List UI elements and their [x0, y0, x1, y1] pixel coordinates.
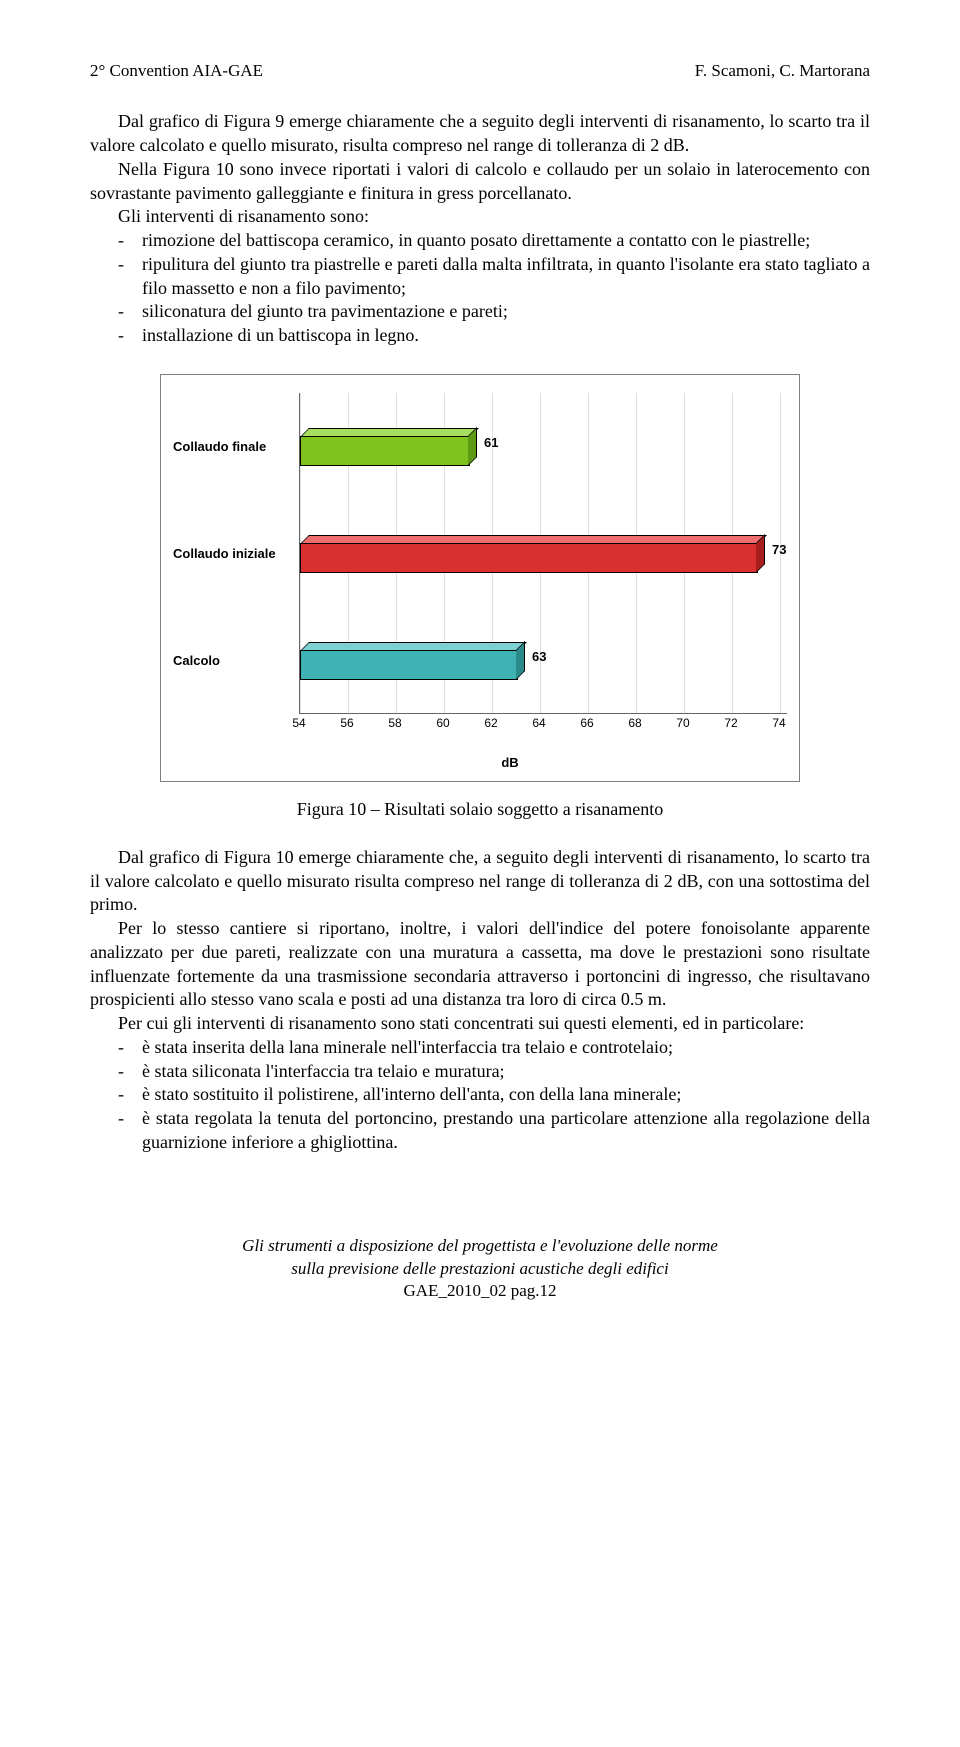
chart-bar: 73: [300, 535, 756, 571]
page: 2° Convention AIA-GAE F. Scamoni, C. Mar…: [0, 0, 960, 1343]
x-tick-label: 54: [292, 716, 305, 732]
list-interventi: rimozione del battiscopa ceramico, in qu…: [118, 229, 870, 348]
list-item: siliconatura del giunto tra pavimentazio…: [118, 300, 870, 324]
list-item: è stato sostituito il polistirene, all'i…: [118, 1083, 870, 1107]
paragraph-1: Dal grafico di Figura 9 emerge chiaramen…: [90, 110, 870, 158]
paragraph-6: Per cui gli interventi di risanamento so…: [90, 1012, 870, 1036]
chart-plot: 61 73 63: [299, 393, 787, 714]
x-tick-label: 72: [724, 716, 737, 732]
bar-value-label: 61: [484, 434, 498, 451]
footer-line: Gli strumenti a disposizione del progett…: [90, 1235, 870, 1258]
paragraph-2: Nella Figura 10 sono invece riportati i …: [90, 158, 870, 206]
bar-value-label: 63: [532, 648, 546, 665]
y-axis-labels: Collaudo finale Collaudo iniziale Calcol…: [173, 393, 299, 714]
chart-bar: 63: [300, 642, 516, 678]
x-tick-label: 56: [340, 716, 353, 732]
y-label: Collaudo finale: [173, 438, 293, 455]
paragraph-4: Dal grafico di Figura 10 emerge chiarame…: [90, 846, 870, 917]
x-axis-ticks: 5456586062646668707274: [299, 714, 779, 752]
list-interventi-2: è stata inserita della lana minerale nel…: [118, 1036, 870, 1155]
list-item: rimozione del battiscopa ceramico, in qu…: [118, 229, 870, 253]
x-tick-label: 68: [628, 716, 641, 732]
x-tick-label: 58: [388, 716, 401, 732]
figure-10: Collaudo finale Collaudo iniziale Calcol…: [90, 374, 870, 782]
header-right: F. Scamoni, C. Martorana: [695, 60, 870, 82]
page-footer: Gli strumenti a disposizione del progett…: [90, 1235, 870, 1304]
running-header: 2° Convention AIA-GAE F. Scamoni, C. Mar…: [90, 60, 870, 82]
chart-area: Collaudo finale Collaudo iniziale Calcol…: [173, 393, 787, 714]
y-label: Calcolo: [173, 652, 293, 669]
x-tick-label: 74: [772, 716, 785, 732]
header-left: 2° Convention AIA-GAE: [90, 60, 263, 82]
paragraph-5: Per lo stesso cantiere si riportano, ino…: [90, 917, 870, 1012]
y-label: Collaudo iniziale: [173, 545, 293, 562]
list-item: è stata inserita della lana minerale nel…: [118, 1036, 870, 1060]
footer-line: sulla previsione delle prestazioni acust…: [90, 1258, 870, 1281]
list-item: è stata siliconata l'interfaccia tra tel…: [118, 1060, 870, 1084]
bar-value-label: 73: [772, 541, 786, 558]
figure-caption: Figura 10 – Risultati solaio soggetto a …: [90, 798, 870, 822]
x-tick-label: 70: [676, 716, 689, 732]
x-tick-label: 64: [532, 716, 545, 732]
x-tick-label: 62: [484, 716, 497, 732]
chart-container: Collaudo finale Collaudo iniziale Calcol…: [160, 374, 800, 782]
list-item: è stata regolata la tenuta del portoncin…: [118, 1107, 870, 1155]
list-item: ripulitura del giunto tra piastrelle e p…: [118, 253, 870, 301]
x-tick-label: 66: [580, 716, 593, 732]
list-item: installazione di un battiscopa in legno.: [118, 324, 870, 348]
paragraph-3: Gli interventi di risanamento sono:: [90, 205, 870, 229]
x-axis-label: dB: [233, 754, 787, 771]
chart-bar: 61: [300, 428, 468, 464]
footer-page-number: GAE_2010_02 pag.12: [90, 1280, 870, 1303]
x-tick-label: 60: [436, 716, 449, 732]
